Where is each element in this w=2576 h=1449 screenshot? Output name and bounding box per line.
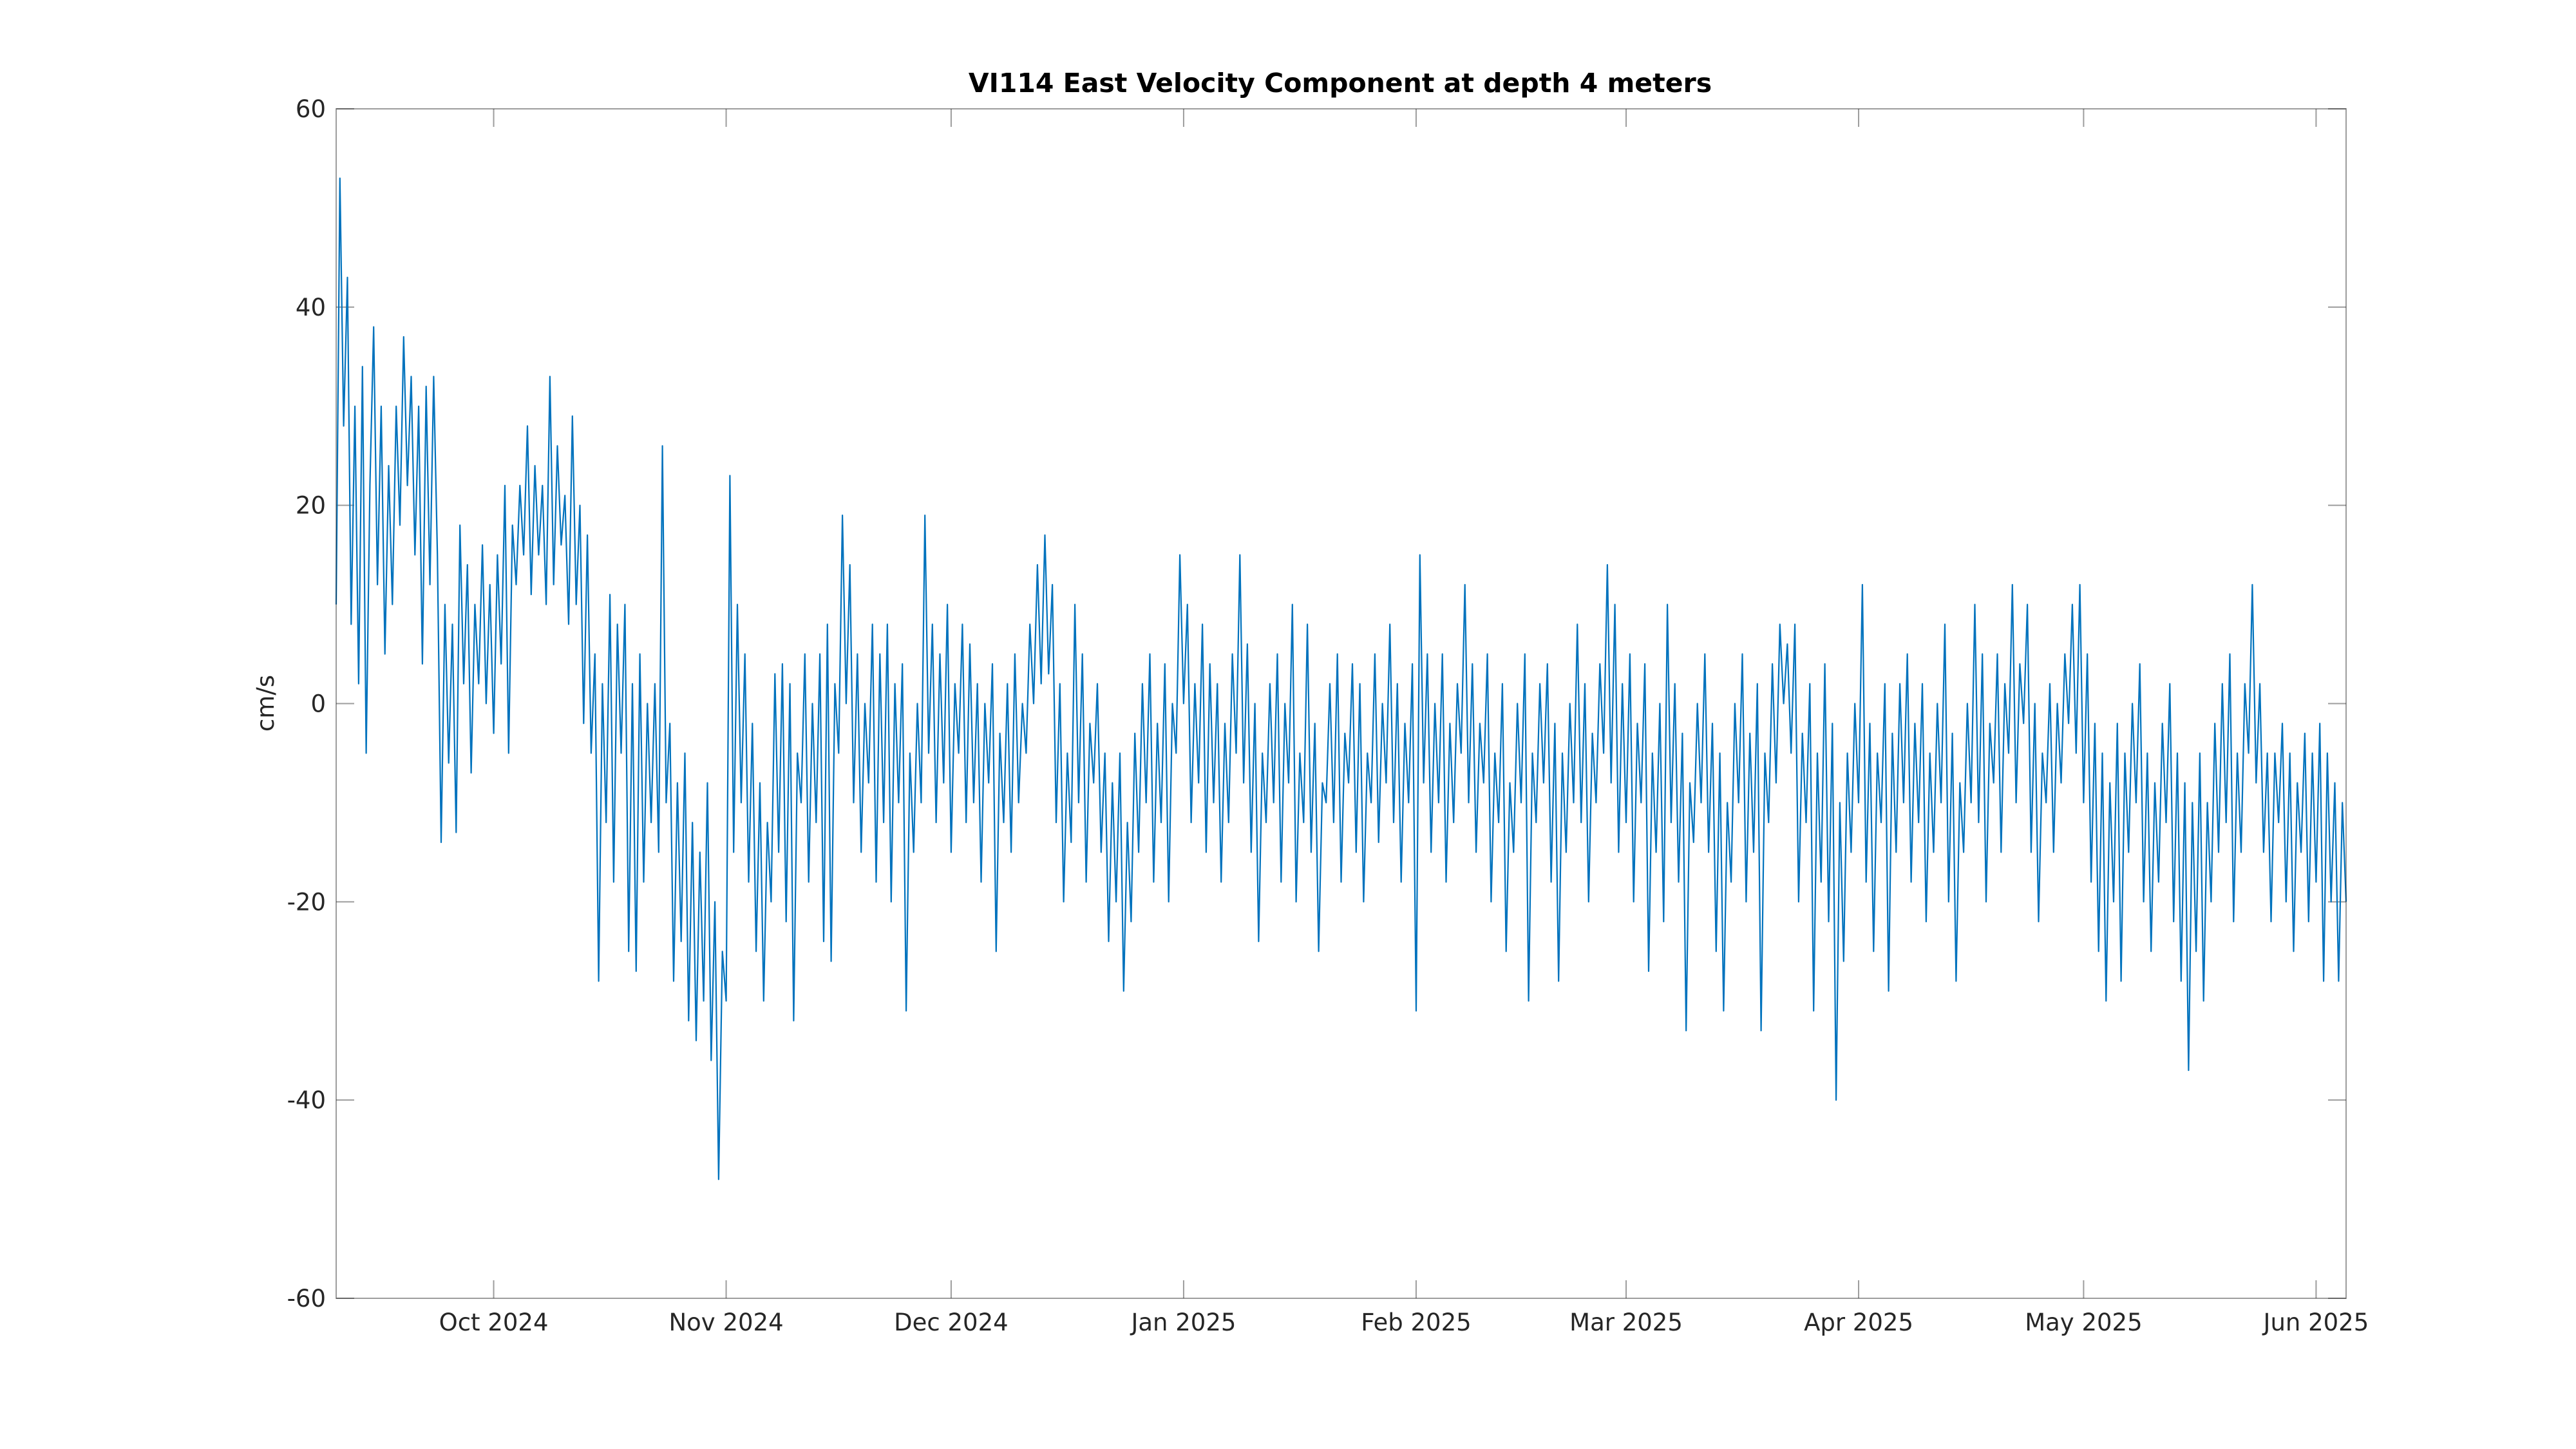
y-tick-label: 40 <box>296 294 326 321</box>
x-tick-label: Oct 2024 <box>439 1309 549 1336</box>
plot-area <box>336 109 2346 1298</box>
y-tick-label: -60 <box>287 1285 326 1312</box>
chart-title: VI114 East Velocity Component at depth 4… <box>969 68 1712 99</box>
y-tick-label: 0 <box>310 690 326 718</box>
x-tick-label: Mar 2025 <box>1569 1309 1683 1336</box>
plot-frame <box>336 108 2347 1299</box>
x-tick-label: Jan 2025 <box>1130 1309 1236 1336</box>
x-tick-label: Feb 2025 <box>1361 1309 1471 1336</box>
y-tick-label: -40 <box>287 1086 326 1114</box>
x-tick-label: Jun 2025 <box>2262 1309 2369 1336</box>
x-tick-label: Dec 2024 <box>894 1309 1009 1336</box>
series-layer <box>335 177 2347 1180</box>
x-axis-ticks: Oct 2024 Nov 2024 Dec 2024 Jan 2025 Feb 2025… <box>439 109 2369 1336</box>
series-line <box>335 177 2347 1180</box>
x-tick-label: Apr 2025 <box>1804 1309 1913 1336</box>
y-tick-label: 60 <box>296 95 326 123</box>
y-axis-label: cm/s <box>252 675 279 732</box>
y-tick-label: 20 <box>296 492 326 520</box>
x-tick-label: Nov 2024 <box>668 1309 783 1336</box>
x-tick-label: May 2025 <box>2025 1309 2142 1336</box>
y-tick-label: -20 <box>287 888 326 916</box>
